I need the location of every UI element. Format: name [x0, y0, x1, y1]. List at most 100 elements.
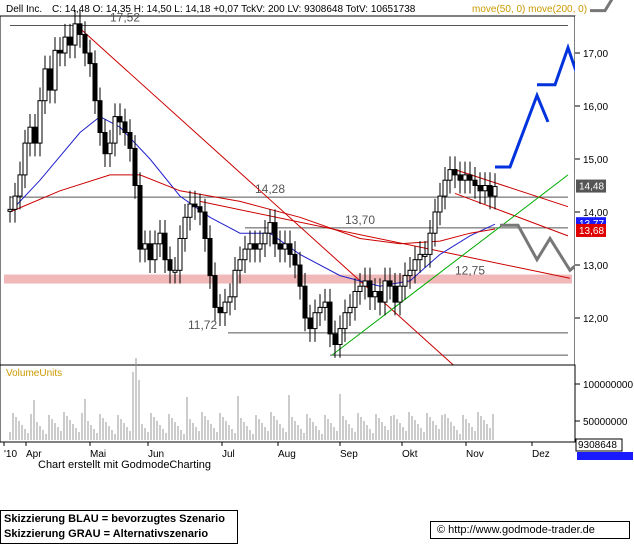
price-bar-body — [127, 132, 133, 149]
y-tick-label: 17,00 — [583, 49, 608, 60]
uptrend-line — [331, 174, 569, 356]
x-tick-label: Okt — [402, 449, 418, 460]
price-bar-body — [147, 243, 153, 261]
price-bar-body — [282, 243, 288, 250]
price-bar-body — [362, 280, 368, 287]
price-bar-body — [402, 275, 408, 287]
price-bar-body — [327, 301, 333, 335]
quote-line: C: 14,48 O: 14,35 H: 14,50 L: 14,18 +0,0… — [52, 4, 416, 15]
price-bar-body — [467, 174, 473, 181]
x-tick-label: Aug — [278, 449, 296, 460]
symbol-name: Dell Inc. — [6, 4, 42, 15]
price-level-label: 13,70 — [345, 213, 375, 227]
price-bar-body — [272, 222, 278, 245]
price-bar-body — [207, 238, 213, 277]
price-bar-body — [42, 68, 48, 102]
price-bar-body — [32, 126, 38, 144]
price-bar-body — [167, 259, 173, 271]
x-tick-label: Nov — [466, 449, 484, 460]
price-bar-body — [177, 238, 183, 271]
price-bar-body — [7, 208, 13, 212]
price-bar-body — [437, 195, 443, 213]
y-tick-label: 14,00 — [583, 208, 608, 219]
price-bar-body — [67, 36, 73, 46]
y-tick-label: 13,00 — [583, 261, 608, 272]
price-bar-body — [292, 253, 298, 266]
price-bar-body — [132, 147, 138, 186]
price-bar-body — [162, 232, 168, 261]
price-bar-body — [387, 280, 393, 287]
price-bar-body — [62, 36, 68, 54]
price-bar-body — [262, 232, 268, 245]
price-bar-body — [287, 243, 293, 255]
volume-scroll-tag — [577, 452, 633, 460]
volume-panel — [0, 364, 576, 443]
price-bar-body — [407, 269, 413, 277]
price-bar-body — [22, 142, 28, 176]
price-bar-body — [472, 179, 478, 186]
channel-upper-line — [454, 169, 569, 208]
legend-gray: Skizzierung GRAU = Alternativszenario — [4, 528, 209, 540]
price-bar-body — [82, 33, 88, 54]
price-bar-body — [112, 116, 118, 144]
price-bar-body — [332, 333, 338, 345]
price-bar-body — [412, 259, 418, 271]
price-bar-body — [347, 306, 353, 314]
volume-axis: 100000000 50000000 9308648 — [575, 380, 633, 460]
price-bar-body — [457, 174, 463, 181]
y-tick-label: 16,00 — [583, 102, 608, 113]
volume-last-tag — [575, 438, 623, 452]
price-plot: 17,52 14,28 13,70 12,75 11,72 — [4, 0, 614, 372]
legend-blue: Skizzierung BLAU = bevorzugtes Szenario — [4, 513, 225, 525]
price-bar-body — [382, 280, 388, 303]
price-bar-body — [92, 63, 98, 102]
channel-lower-line — [454, 192, 569, 237]
x-tick-label: Jun — [148, 449, 164, 460]
price-bar-body — [337, 328, 343, 346]
price-bar-body — [237, 259, 243, 271]
volume-bars — [9, 358, 494, 440]
price-bar-body — [427, 232, 433, 255]
x-tick-label: '10 — [4, 449, 17, 460]
chart-credit: Chart erstellt mit GodmodeCharting — [38, 459, 211, 471]
price-bar-body — [377, 291, 383, 303]
scenario-blue-path — [495, 91, 550, 169]
price-axis-ticks: 17,0016,0015,0014,0013,0012,0014,4813,77… — [575, 49, 608, 325]
last-value-tag-label: 13,68 — [579, 226, 604, 237]
x-tick-label: Apr — [26, 449, 42, 460]
price-bar-body — [37, 100, 43, 144]
resistance-line — [199, 200, 571, 279]
x-axis: '10 Apr Mai Jun Jul Aug Sep Okt Nov Dez — [3, 442, 550, 460]
price-bar-body — [352, 291, 358, 308]
website-link[interactable]: © http://www.godmode-trader.de — [430, 521, 630, 539]
price-bar-body — [52, 49, 58, 91]
price-bar-body — [152, 243, 158, 261]
price-bar-body — [357, 285, 363, 293]
downtrend-line — [74, 23, 461, 372]
price-bar-body — [487, 185, 493, 197]
price-bar-body — [47, 68, 53, 91]
volume-panel-label: VolumeUnits — [6, 368, 62, 379]
price-bar-body — [212, 275, 218, 308]
last-value-tag — [576, 223, 606, 237]
price-bar-body — [317, 306, 323, 314]
price-bar-body — [187, 203, 193, 218]
price-bar-body — [197, 206, 203, 213]
price-bar-body — [137, 185, 143, 250]
price-bar-body — [192, 203, 198, 208]
price-bar-body — [302, 285, 308, 319]
price-bar-body — [252, 243, 258, 250]
price-bar-body — [57, 49, 63, 54]
price-bar-body — [312, 312, 318, 330]
price-bar-body — [447, 169, 453, 181]
price-level-label: 14,28 — [255, 182, 285, 196]
price-bar-body — [117, 116, 123, 123]
volume-tick-label: 100000000 — [583, 380, 633, 391]
price-bar-body — [182, 216, 188, 240]
x-tick-label: Sep — [340, 449, 358, 460]
price-bar-body — [27, 126, 33, 144]
price-bar-body — [72, 23, 78, 46]
price-bar-body — [97, 100, 103, 133]
price-bar-body — [202, 211, 208, 239]
